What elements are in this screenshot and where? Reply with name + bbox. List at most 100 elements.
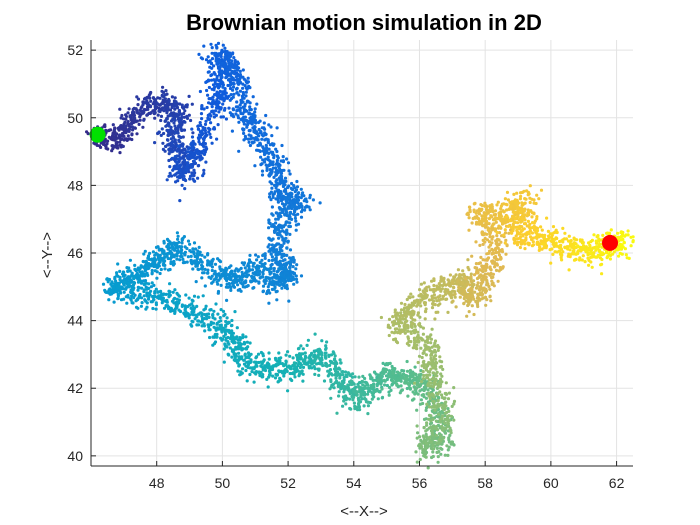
trajectory-point [468,283,472,287]
trajectory-point [375,383,379,387]
trajectory-point [488,249,492,253]
trajectory-point [166,268,171,272]
trajectory-point [483,258,487,262]
trajectory-point [230,69,234,73]
trajectory-point [271,279,275,283]
trajectory-point [224,271,228,275]
trajectory-point [215,77,219,81]
trajectory-point [272,156,276,160]
trajectory-point [225,316,229,320]
trajectory-point [153,260,157,264]
trajectory-point [282,275,286,279]
trajectory-point [107,135,111,139]
trajectory-point [275,178,279,182]
trajectory-point [448,273,452,277]
trajectory-point [155,276,159,280]
trajectory-point [228,98,232,102]
trajectory-point [294,228,298,232]
trajectory-point [293,375,297,379]
trajectory-point [480,292,485,296]
trajectory-point [255,258,259,262]
trajectory-point [447,409,451,413]
trajectory-point [194,247,198,251]
trajectory-point [291,265,295,269]
trajectory-point [267,357,271,361]
trajectory-point [438,355,442,359]
trajectory-point [228,83,232,87]
trajectory-point [313,332,317,336]
trajectory-point [199,123,203,127]
trajectory-point [287,196,291,200]
trajectory-point [105,277,109,281]
trajectory-point [186,156,190,160]
trajectory-point [362,404,366,408]
trajectory-point [334,376,338,380]
trajectory-point [325,340,329,344]
trajectory-point [173,124,177,128]
trajectory-point [308,193,312,197]
trajectory-point [288,366,292,370]
trajectory-point [299,196,303,200]
trajectory-point [227,58,231,62]
trajectory-point [196,152,200,156]
trajectory-point [226,285,230,289]
trajectory-point [215,326,219,330]
trajectory-point [282,239,286,243]
trajectory-point [201,149,205,153]
trajectory-point [484,287,488,291]
trajectory-point [280,249,284,253]
trajectory-point [358,388,362,392]
trajectory-point [261,289,265,293]
trajectory-point [208,335,212,340]
trajectory-point [191,299,195,303]
trajectory-point [153,98,157,102]
trajectory-point [132,296,136,300]
trajectory-point [476,300,480,304]
trajectory-point [468,208,472,212]
trajectory-point [213,51,217,55]
trajectory-point [421,401,425,406]
trajectory-point [192,250,196,255]
trajectory-point [488,287,492,291]
trajectory-point [264,137,268,141]
trajectory-point [246,76,250,80]
trajectory-point [275,126,279,130]
trajectory-point [265,146,269,150]
trajectory-point [292,371,296,375]
trajectory-point [132,113,137,118]
trajectory-point [210,265,214,269]
trajectory-point [182,164,186,168]
trajectory-point [127,282,131,286]
trajectory-point [122,128,126,132]
trajectory-point [217,110,221,114]
trajectory-point [242,127,246,131]
trajectory-point [201,174,205,178]
trajectory-point [431,454,435,459]
trajectory-point [412,381,417,385]
trajectory-point [180,241,184,245]
trajectory-point [439,446,443,450]
trajectory-point [245,379,249,383]
trajectory-point [440,427,444,431]
trajectory-point [489,299,493,303]
trajectory-point [224,336,228,340]
trajectory-point [285,213,289,218]
trajectory-point [419,383,423,387]
trajectory-point [293,368,297,372]
trajectory-point [432,355,436,359]
trajectory-point [163,299,168,303]
trajectory-point [146,107,150,111]
trajectory-point [180,112,184,117]
trajectory-point [189,174,194,178]
trajectory-point [176,165,180,169]
trajectory-point [221,337,225,341]
trajectory-point [335,411,339,415]
trajectory-point [439,438,443,442]
trajectory-point [205,133,209,137]
trajectory-point [198,158,202,162]
trajectory-point [137,296,141,300]
trajectory-point [429,440,433,444]
trajectory-point [419,398,423,402]
trajectory-point [120,125,124,129]
trajectory-point [204,80,208,84]
